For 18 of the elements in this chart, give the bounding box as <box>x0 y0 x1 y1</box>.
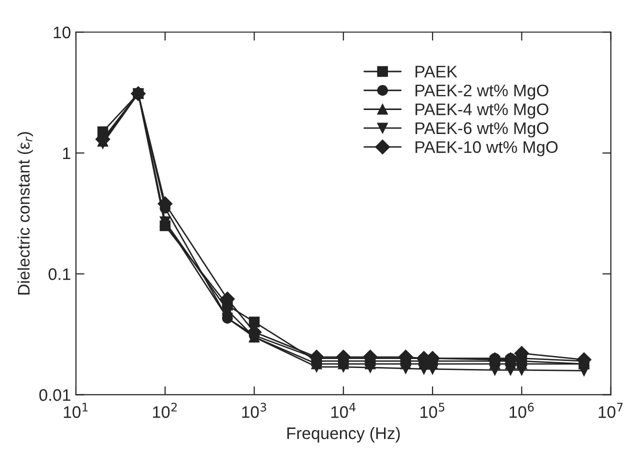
x-tick-label: 10$^{2}$ <box>153 402 177 418</box>
x-tick-label: 10$^{4}$ <box>331 402 356 418</box>
x-tick-label: 10$^{3}$ <box>242 402 266 418</box>
legend-label: PAEK-6 wt% MgO <box>416 122 548 138</box>
legend-label: PAEK-10 wt% MgO <box>416 141 558 156</box>
y-tick-label: 0.1 <box>48 268 70 280</box>
x-tick-label: 10$^{1}$ <box>64 402 88 418</box>
y-tick-label: 10 <box>54 26 70 38</box>
legend-label: PAEK-4 wt% MgO <box>416 103 548 119</box>
y-tick-label: 1 <box>63 148 70 160</box>
x-axis-title: Frequency (Hz) <box>287 426 400 442</box>
x-tick-label: 10$^{7}$ <box>598 402 623 418</box>
legend-label: PAEK <box>416 66 458 78</box>
y-tick-label: 0.01 <box>39 389 70 401</box>
legend-label: PAEK-2 wt% MgO <box>416 84 548 100</box>
x-tick-label: 10$^{6}$ <box>510 402 534 418</box>
x-tick-label: 10$^{5}$ <box>420 402 444 418</box>
y-axis-title: Dielectric constant (ε$_{r}$) <box>17 132 33 294</box>
